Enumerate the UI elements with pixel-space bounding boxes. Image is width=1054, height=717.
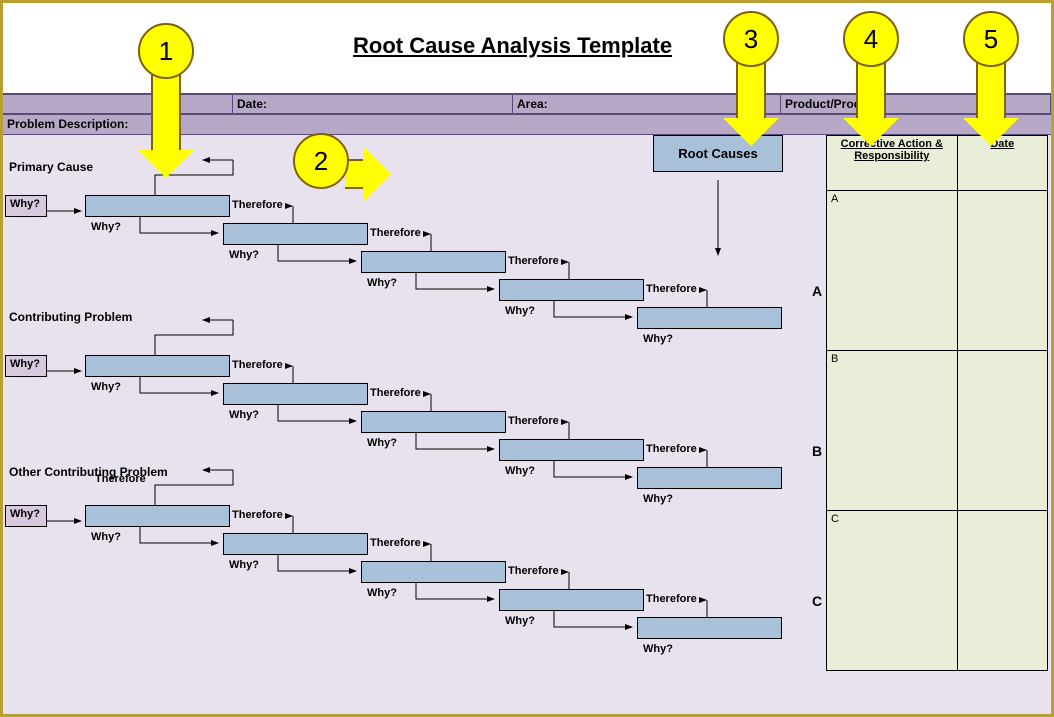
cascade-box[interactable]	[499, 279, 644, 301]
therefore-label: Therefore	[646, 593, 697, 605]
callout-2-arrow	[345, 146, 391, 202]
why-start-box: Why?	[5, 505, 47, 527]
table-row: A	[827, 191, 1048, 351]
section-contributing-label: Contributing Problem	[9, 310, 132, 324]
why-start-box: Why?	[5, 355, 47, 377]
why-label: Why?	[367, 437, 397, 449]
callout-5: 5	[963, 11, 1019, 67]
why-label: Why?	[643, 493, 673, 505]
cascade-box[interactable]	[361, 251, 506, 273]
why-label: Why?	[229, 409, 259, 421]
therefore-label: Therefore	[232, 509, 283, 521]
therefore-label: Therefore	[370, 227, 421, 239]
cascade-letter: B	[812, 443, 822, 459]
cascade-box[interactable]	[85, 355, 230, 377]
header-blank	[3, 95, 233, 113]
callout-5-arrow	[976, 63, 1019, 146]
therefore-label: Therefore	[232, 359, 283, 371]
table-cell-date[interactable]	[957, 191, 1047, 351]
callout-4: 4	[843, 11, 899, 67]
header-date: Date:	[233, 95, 513, 113]
why-label: Why?	[367, 277, 397, 289]
section-primary-label: Primary Cause	[9, 160, 93, 174]
why-label: Why?	[229, 249, 259, 261]
why-start-box: Why?	[5, 195, 47, 217]
template-frame: Root Cause Analysis Template Date: Area:…	[0, 0, 1054, 717]
cascade-box[interactable]	[223, 533, 368, 555]
why-label: Why?	[505, 615, 535, 627]
therefore-label: Therefore	[508, 565, 559, 577]
cascade-box[interactable]	[85, 505, 230, 527]
therefore-label: Therefore	[95, 473, 146, 485]
why-label: Why?	[91, 221, 121, 233]
cascade-box[interactable]	[223, 383, 368, 405]
callout-1-arrow	[151, 75, 194, 178]
therefore-label: Therefore	[232, 199, 283, 211]
table-cell-action[interactable]: C	[827, 511, 958, 671]
therefore-label: Therefore	[646, 443, 697, 455]
cascade-box[interactable]	[637, 617, 782, 639]
why-label: Why?	[91, 531, 121, 543]
why-label: Why?	[229, 559, 259, 571]
why-label: Why?	[505, 305, 535, 317]
cascade-box[interactable]	[499, 589, 644, 611]
cascade-box[interactable]	[637, 307, 782, 329]
callout-3: 3	[723, 11, 779, 67]
table-row: C	[827, 511, 1048, 671]
cascade-box[interactable]	[637, 467, 782, 489]
cascade-letter: C	[812, 593, 822, 609]
cascade-box[interactable]	[223, 223, 368, 245]
therefore-label: Therefore	[508, 255, 559, 267]
why-label: Why?	[643, 643, 673, 655]
table-cell-date[interactable]	[957, 511, 1047, 671]
why-label: Why?	[367, 587, 397, 599]
main-diagram-area: Root Causes Corrective Action & Responsi…	[3, 135, 1051, 715]
callout-1: 1	[138, 23, 194, 79]
callout-3-arrow	[736, 63, 779, 146]
therefore-label: Therefore	[370, 537, 421, 549]
therefore-label: Therefore	[646, 283, 697, 295]
cascade-box[interactable]	[85, 195, 230, 217]
table-cell-action[interactable]: B	[827, 351, 958, 511]
why-label: Why?	[91, 381, 121, 393]
cascade-box[interactable]	[361, 561, 506, 583]
corrective-action-table: Corrective Action & Responsibility Date …	[826, 135, 1048, 671]
page-title: Root Cause Analysis Template	[353, 33, 672, 59]
cascade-letter: A	[812, 283, 822, 299]
therefore-label: Therefore	[508, 415, 559, 427]
therefore-label: Therefore	[370, 387, 421, 399]
callout-2: 2	[293, 133, 349, 189]
table-cell-date[interactable]	[957, 351, 1047, 511]
table-row: B	[827, 351, 1048, 511]
callout-4-arrow	[856, 63, 899, 146]
cascade-box[interactable]	[361, 411, 506, 433]
why-label: Why?	[643, 333, 673, 345]
why-label: Why?	[505, 465, 535, 477]
table-cell-action[interactable]: A	[827, 191, 958, 351]
cascade-box[interactable]	[499, 439, 644, 461]
